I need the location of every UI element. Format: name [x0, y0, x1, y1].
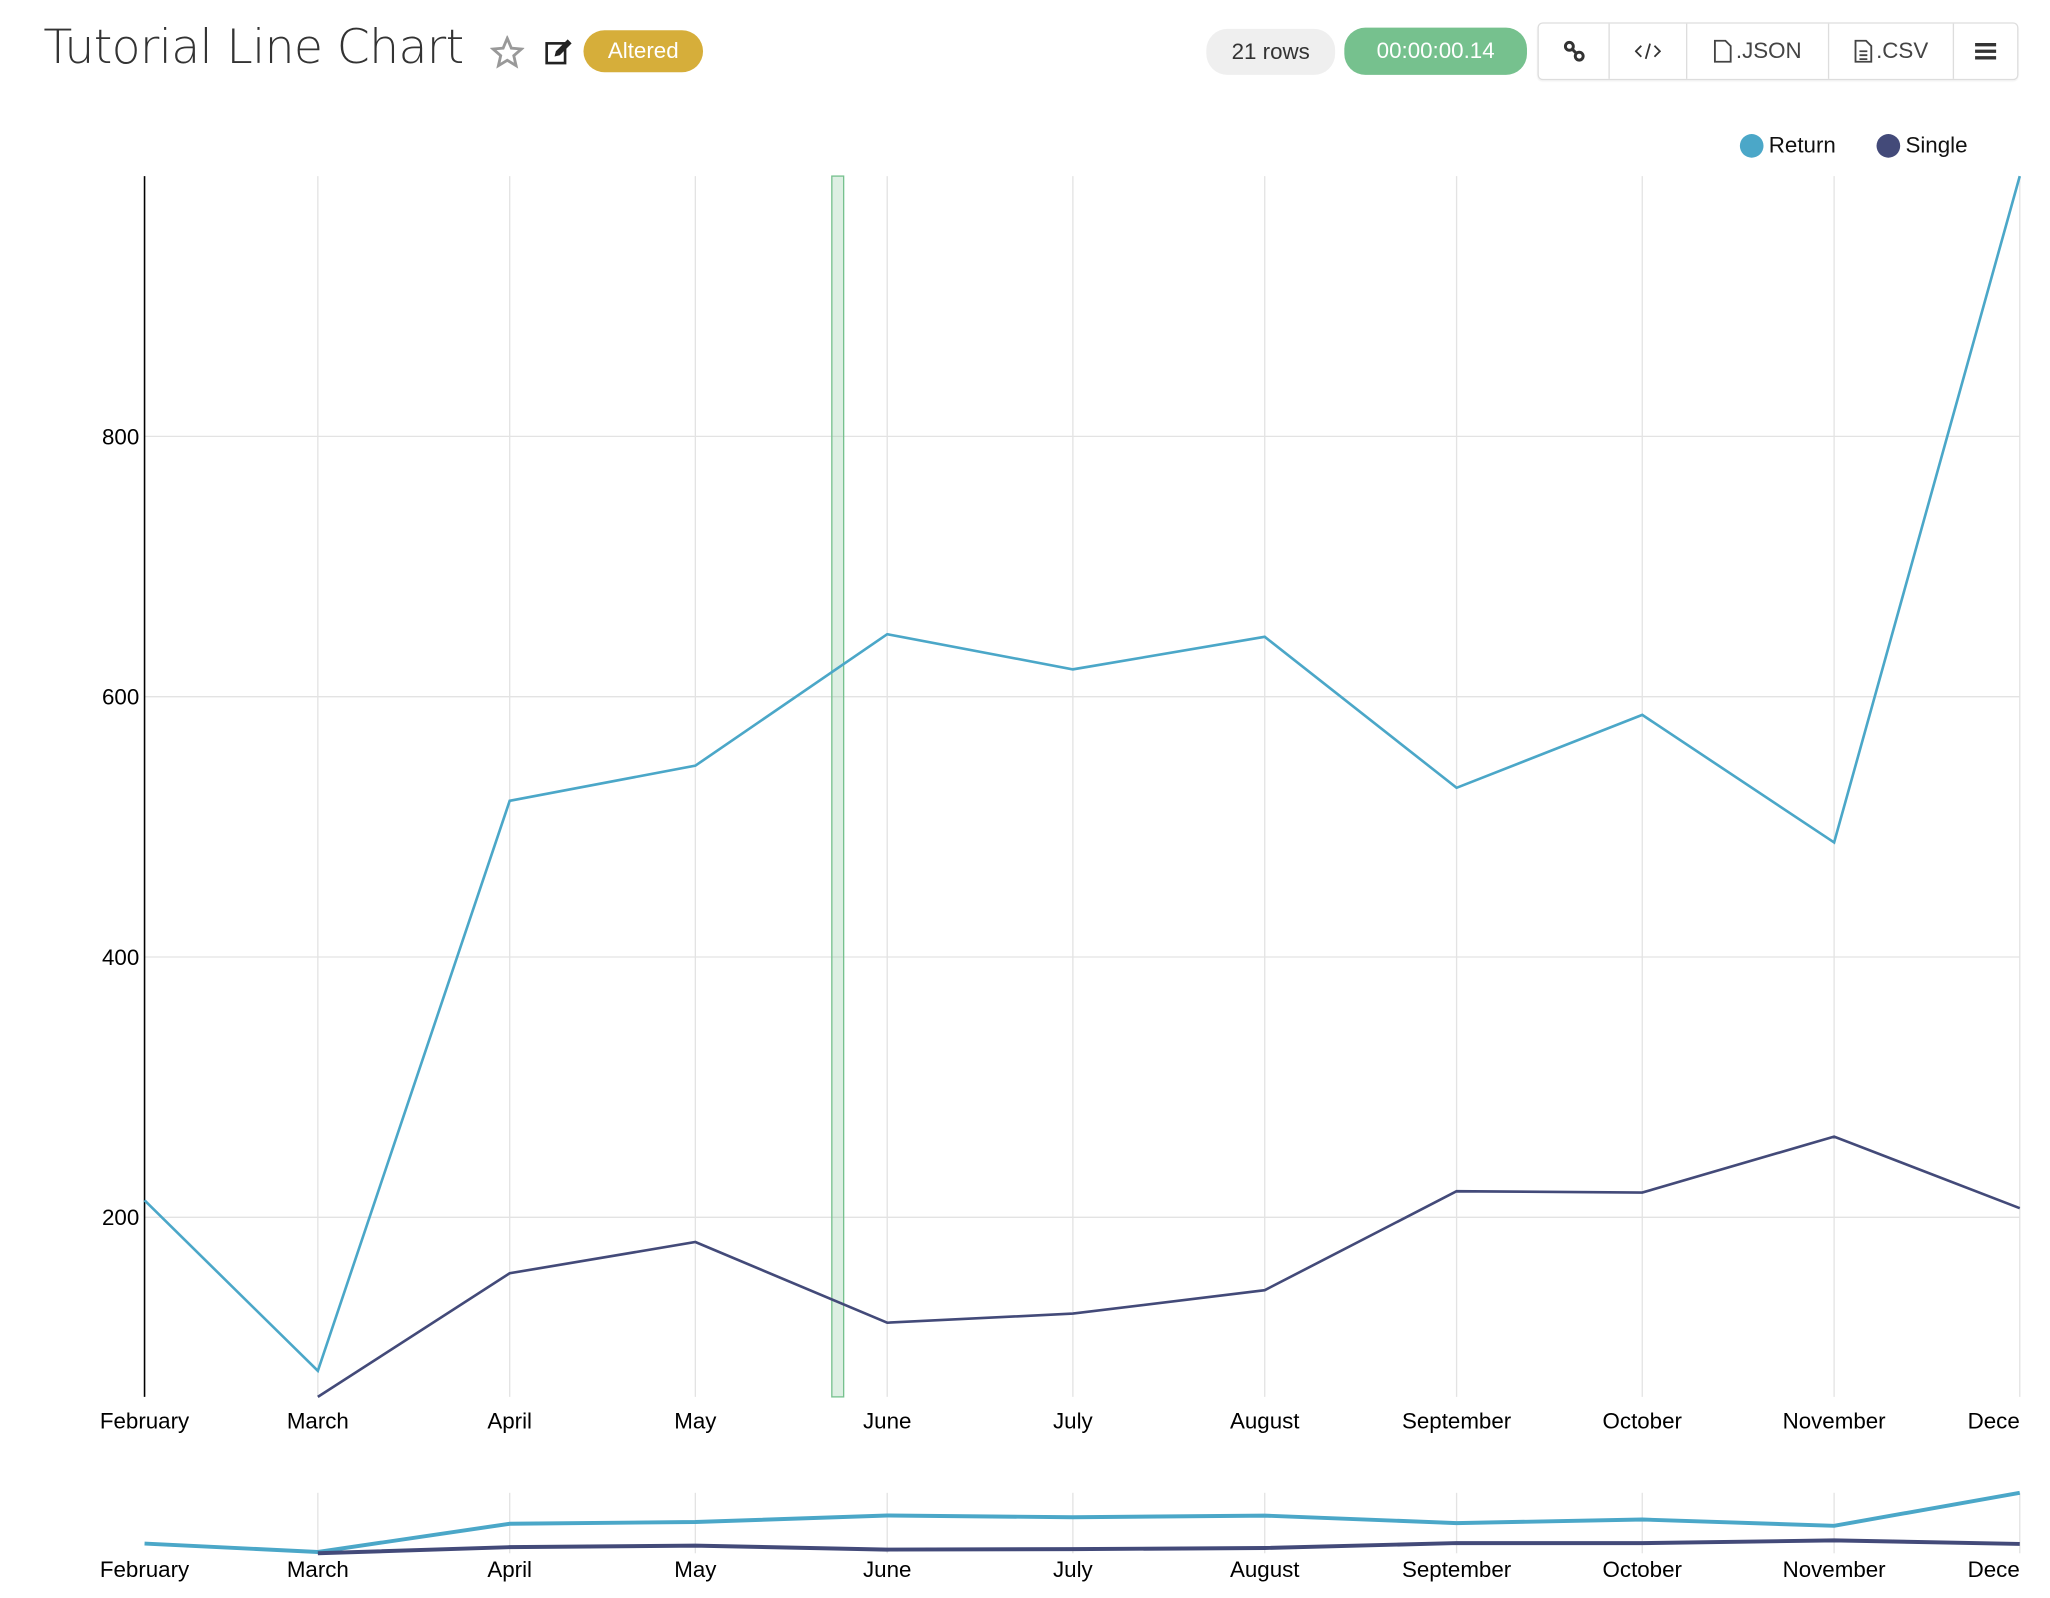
x-tick-label: April — [487, 1408, 532, 1433]
x-tick-label: September — [1402, 1408, 1512, 1433]
json-label: .JSON — [1735, 38, 1802, 64]
overview-x-tick-label: April — [487, 1557, 532, 1582]
legend-swatch-single — [1876, 134, 1901, 158]
row-count-badge: 21 rows — [1206, 28, 1336, 75]
x-tick-label: February — [100, 1408, 190, 1433]
export-json-button[interactable]: .JSON — [1687, 23, 1830, 79]
overview-x-tick-label: October — [1603, 1557, 1683, 1582]
overview-x-tick-label: September — [1402, 1557, 1512, 1582]
csv-label: .CSV — [1876, 38, 1929, 64]
series-line-return — [143, 175, 2022, 1374]
x-tick-label: Dece — [1968, 1408, 2020, 1433]
series-line-single — [317, 1538, 2020, 1556]
menu-icon — [1975, 43, 1997, 60]
legend-swatch-return — [1739, 134, 1764, 158]
page-title: Tutorial Line Chart — [43, 21, 464, 75]
overview-x-tick-label: March — [287, 1557, 349, 1582]
overview-x-tick-label: June — [863, 1557, 911, 1582]
action-toolbar: .JSON .CSV — [1537, 22, 2019, 81]
overview-x-tick-label: November — [1783, 1557, 1887, 1582]
link-icon — [1563, 40, 1584, 62]
overview-x-tick-label: May — [674, 1557, 717, 1582]
overview-x-tick-label: February — [100, 1557, 190, 1582]
csv-file-icon — [1854, 39, 1872, 63]
x-tick-label: March — [287, 1408, 349, 1433]
legend-label: Single — [1905, 132, 1968, 158]
x-tick-label: July — [1053, 1408, 1094, 1433]
x-tick-label: August — [1230, 1408, 1300, 1433]
status-badge: Altered — [583, 30, 704, 73]
menu-button[interactable] — [1954, 24, 2017, 79]
series-line-return — [144, 1490, 2021, 1554]
legend-label: Return — [1768, 132, 1836, 158]
brush-selection — [831, 175, 845, 1398]
timer-badge: 00:00:00.14 — [1344, 27, 1527, 75]
y-tick-label: 600 — [102, 685, 139, 710]
x-tick-label: November — [1783, 1408, 1887, 1433]
view-query-button[interactable] — [1610, 23, 1688, 79]
edit-icon[interactable] — [543, 37, 575, 69]
overview-x-tick-label: July — [1053, 1557, 1094, 1582]
legend-item-single[interactable]: Single — [1876, 132, 1968, 159]
legend-item-return[interactable]: Return — [1739, 132, 1836, 159]
star-icon[interactable] — [490, 35, 525, 69]
y-tick-label: 400 — [102, 945, 139, 970]
json-file-icon — [1713, 39, 1732, 63]
export-csv-button[interactable]: .CSV — [1829, 23, 1955, 79]
y-tick-label: 800 — [102, 424, 139, 449]
x-tick-label: June — [863, 1408, 911, 1433]
overview-x-tick-label: August — [1230, 1557, 1300, 1582]
overview-x-tick-label: Dece — [1968, 1557, 2020, 1582]
copy-link-button[interactable] — [1539, 23, 1610, 79]
x-tick-label: May — [674, 1408, 717, 1433]
series-line-single — [317, 1135, 2021, 1398]
code-icon — [1634, 43, 1662, 60]
x-tick-label: October — [1603, 1408, 1683, 1433]
y-tick-label: 200 — [102, 1205, 139, 1230]
